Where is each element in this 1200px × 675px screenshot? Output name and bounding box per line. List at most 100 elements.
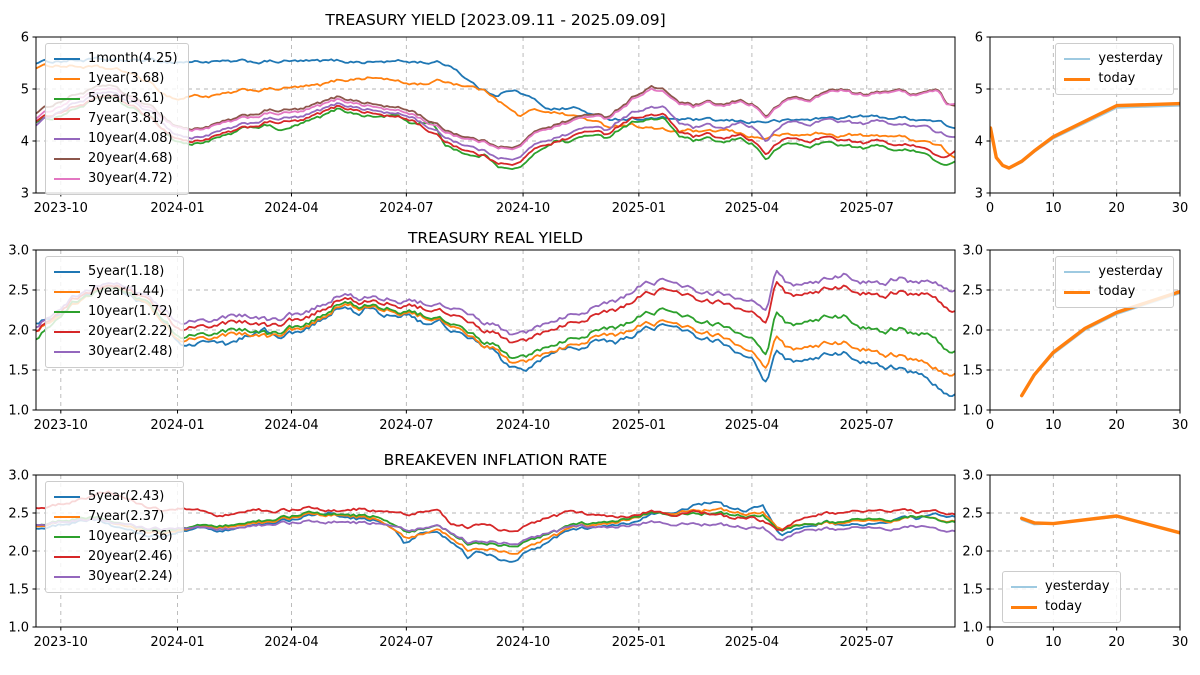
svg-text:1.0: 1.0 <box>962 404 983 419</box>
legend-item: today <box>1064 69 1163 89</box>
legend-label: 30year(4.72) <box>88 171 173 186</box>
legend-label: 5year(2.43) <box>88 489 165 504</box>
legend-label: 10year(2.36) <box>88 529 173 544</box>
svg-text:3.0: 3.0 <box>8 244 29 259</box>
svg-text:2024-10: 2024-10 <box>496 635 550 650</box>
legend-label: yesterday <box>1045 579 1110 594</box>
svg-text:2024-04: 2024-04 <box>264 635 318 650</box>
svg-text:1.0: 1.0 <box>8 404 29 419</box>
chart-canvas-treasury-real-yield-curve: 1.0 1.5 2.0 2.5 3.0 0 10 20 30 <box>962 244 1189 434</box>
svg-text:30: 30 <box>1172 418 1189 433</box>
legend-item: today <box>1064 282 1163 302</box>
svg-text:3.0: 3.0 <box>8 469 29 484</box>
svg-text:6: 6 <box>975 31 983 46</box>
svg-text:1.5: 1.5 <box>8 583 29 598</box>
legend-line-swatch <box>54 351 80 353</box>
svg-text:10: 10 <box>1045 635 1062 650</box>
svg-text:1.5: 1.5 <box>962 364 983 379</box>
svg-text:2023-10: 2023-10 <box>34 418 88 433</box>
svg-text:2025-04: 2025-04 <box>725 635 779 650</box>
legend-label: today <box>1098 71 1136 86</box>
legend-item: 20year(2.22) <box>54 322 173 342</box>
legend-label: today <box>1045 599 1082 614</box>
legend-treasury-yield-main: 1month(4.25) 1year(3.68) 5year(3.61) 7year(… <box>45 43 189 195</box>
svg-text:2024-10: 2024-10 <box>496 418 550 433</box>
svg-text:30: 30 <box>1172 635 1189 650</box>
legend-item: 1year(3.68) <box>54 69 178 89</box>
legend-label: 20year(4.68) <box>88 151 173 166</box>
legend-item: 30year(2.48) <box>54 342 173 362</box>
svg-text:2024-01: 2024-01 <box>150 201 204 216</box>
legend-line-swatch <box>54 311 80 313</box>
legend-item: 30year(2.24) <box>54 567 173 587</box>
chart-canvas-treasury-yield-main: 3 4 5 6 2023-10 2024-01 2024-04 2024-07 2024-10 2… <box>21 31 956 216</box>
svg-text:1.0: 1.0 <box>962 621 983 636</box>
legend-item: 5year(1.18) <box>54 262 173 282</box>
panel-breakeven-inflation-curve: 1.0 1.5 2.0 2.5 3.0 0 10 20 30 yesterday today <box>954 465 1194 659</box>
legend-label: 7year(3.81) <box>88 111 165 126</box>
legend-line-swatch <box>54 576 80 578</box>
panel-treasury-yield-main: 3 4 5 6 2023-10 2024-01 2024-04 2024-07 2024-10 2… <box>0 27 969 225</box>
legend-line-swatch <box>1064 290 1091 294</box>
legend-line-swatch <box>1011 605 1037 609</box>
chart-title-treasury-yield: TREASURY YIELD [2023.09.11 - 2025.09.09] <box>325 11 666 29</box>
svg-text:6: 6 <box>21 31 29 46</box>
svg-text:2.0: 2.0 <box>962 324 983 339</box>
svg-text:1.0: 1.0 <box>8 621 29 636</box>
legend-label: 7year(2.37) <box>88 509 165 524</box>
svg-text:20: 20 <box>1108 418 1125 433</box>
legend-line-swatch <box>54 516 80 518</box>
svg-text:4: 4 <box>975 135 983 150</box>
legend-label: 10year(4.08) <box>88 131 173 146</box>
svg-text:5: 5 <box>975 83 983 98</box>
legend-item: 30year(4.72) <box>54 169 178 189</box>
svg-text:2.0: 2.0 <box>8 324 29 339</box>
chart-title-breakeven-inflation: BREAKEVEN INFLATION RATE <box>383 451 608 469</box>
svg-text:2.5: 2.5 <box>8 507 29 522</box>
legend-line-swatch <box>54 58 80 60</box>
svg-text:0: 0 <box>986 418 994 433</box>
legend-line-swatch <box>54 178 80 180</box>
legend-label: 5year(1.18) <box>88 264 165 279</box>
legend-line-swatch <box>54 158 80 160</box>
legend-item: 7year(3.81) <box>54 109 178 129</box>
legend-treasury-real-yield-curve: yesterday today <box>1055 256 1174 308</box>
legend-label: 10year(1.72) <box>88 304 173 319</box>
legend-item: 10year(1.72) <box>54 302 173 322</box>
svg-text:2025-04: 2025-04 <box>725 418 779 433</box>
chart-canvas-treasury-real-yield-main: 1.0 1.5 2.0 2.5 3.0 2023-10 2024-01 2024-04 2024… <box>8 244 956 433</box>
svg-text:3: 3 <box>975 187 983 202</box>
svg-text:0: 0 <box>986 635 994 650</box>
svg-text:2025-01: 2025-01 <box>612 418 666 433</box>
svg-text:2025-01: 2025-01 <box>612 201 666 216</box>
svg-text:2024-07: 2024-07 <box>379 201 433 216</box>
svg-text:3.0: 3.0 <box>962 469 983 484</box>
svg-text:2025-04: 2025-04 <box>725 201 779 216</box>
legend-label: yesterday <box>1098 51 1163 66</box>
legend-label: 20year(2.22) <box>88 324 173 339</box>
svg-text:2025-07: 2025-07 <box>840 201 894 216</box>
legend-line-swatch <box>54 271 80 273</box>
svg-text:2.0: 2.0 <box>962 545 983 560</box>
panel-treasury-real-yield-curve: 1.0 1.5 2.0 2.5 3.0 0 10 20 30 yesterday today <box>954 240 1194 442</box>
svg-text:2024-01: 2024-01 <box>150 418 204 433</box>
legend-line-swatch <box>54 331 80 333</box>
legend-label: today <box>1098 284 1136 299</box>
legend-breakeven-inflation-main: 5year(2.43) 7year(2.37) 10year(2.36) 20year… <box>45 481 184 593</box>
legend-item: 20year(2.46) <box>54 547 173 567</box>
legend-line-swatch <box>54 78 80 80</box>
legend-label: 30year(2.48) <box>88 344 173 359</box>
svg-text:2025-07: 2025-07 <box>840 418 894 433</box>
legend-item: 20year(4.68) <box>54 149 178 169</box>
legend-item: 7year(1.44) <box>54 282 173 302</box>
svg-text:1.5: 1.5 <box>8 364 29 379</box>
panel-breakeven-inflation-main: 1.0 1.5 2.0 2.5 3.0 2023-10 2024-01 2024-04 2024… <box>0 465 969 659</box>
svg-text:2024-04: 2024-04 <box>264 201 318 216</box>
legend-treasury-yield-curve: yesterday today <box>1055 43 1174 95</box>
svg-text:2.0: 2.0 <box>8 545 29 560</box>
svg-text:2024-10: 2024-10 <box>496 201 550 216</box>
svg-text:2024-01: 2024-01 <box>150 635 204 650</box>
legend-line-swatch <box>54 291 80 293</box>
chart-canvas-breakeven-inflation-curve: 1.0 1.5 2.0 2.5 3.0 0 10 20 30 <box>962 469 1189 651</box>
